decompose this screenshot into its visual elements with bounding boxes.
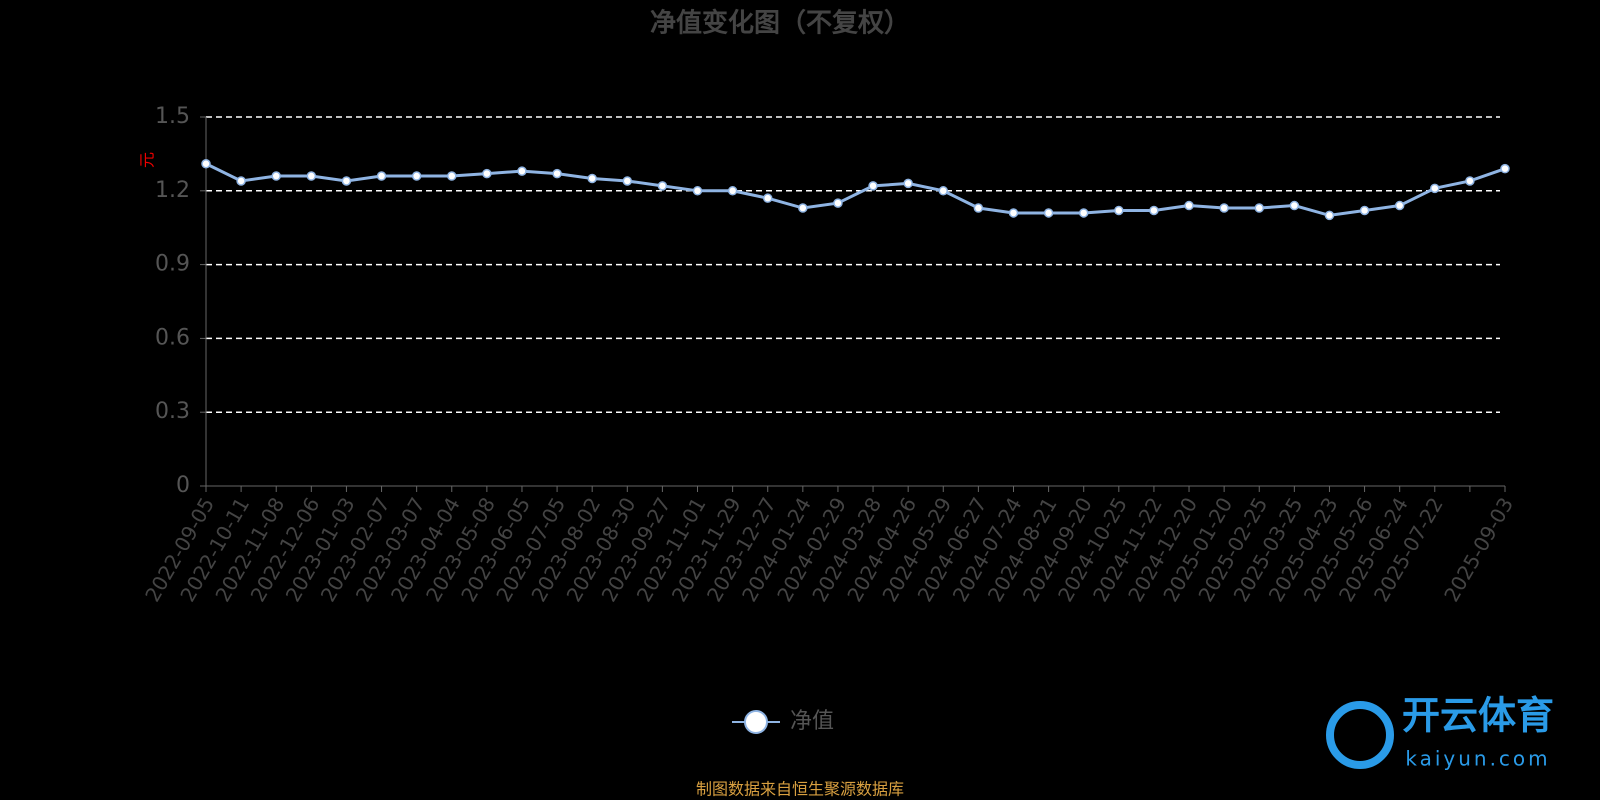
point [341, 176, 352, 186]
point [657, 181, 668, 191]
point [447, 171, 457, 181]
series-line [205, 162, 1506, 217]
point [833, 198, 843, 208]
point [868, 181, 878, 191]
point [692, 186, 703, 196]
point [1219, 203, 1229, 213]
point [1430, 183, 1440, 194]
point [236, 176, 246, 186]
point [306, 171, 317, 181]
source-note: 制图数据来自恒生聚源数据库 [696, 780, 904, 799]
y-tick-label: 1.2 [155, 178, 190, 203]
point [762, 193, 773, 203]
chart-title: 净值变化图（不复权） [650, 8, 910, 39]
y-tick-label: 0.6 [155, 325, 190, 350]
point [1149, 205, 1159, 216]
point [587, 173, 597, 184]
point [1114, 205, 1124, 216]
point [1008, 208, 1019, 218]
point [938, 186, 949, 196]
point [903, 178, 913, 189]
legend-label: 净值 [790, 709, 834, 734]
point [973, 203, 984, 213]
point [1289, 200, 1300, 211]
y-axis-label: 元 [138, 152, 157, 168]
point [411, 171, 422, 181]
point [552, 168, 562, 179]
point [376, 171, 387, 181]
point [201, 158, 211, 169]
point [1078, 208, 1089, 218]
x-tick-label: 2025-09-03 [1439, 493, 1518, 606]
point [1184, 200, 1194, 211]
watermark-name: 开云体育 [1402, 694, 1554, 738]
point [1394, 200, 1405, 211]
point [622, 176, 633, 186]
y-tick-label: 0.3 [155, 399, 190, 424]
point [1465, 176, 1475, 186]
point [798, 203, 808, 213]
point [1324, 210, 1335, 221]
y-tick-label: 1.5 [155, 104, 190, 129]
point [1254, 203, 1264, 213]
y-tick-label: 0 [176, 473, 190, 498]
point [727, 186, 738, 196]
y-tick-label: 0.9 [155, 252, 190, 277]
point [1359, 205, 1370, 216]
watermark-url: kaiyun.com [1405, 747, 1550, 771]
point [1043, 208, 1054, 218]
point [517, 166, 527, 176]
point [482, 168, 492, 179]
watermark-logo [1326, 701, 1394, 769]
legend-marker [744, 710, 768, 734]
point [1500, 163, 1510, 174]
point [271, 171, 281, 181]
